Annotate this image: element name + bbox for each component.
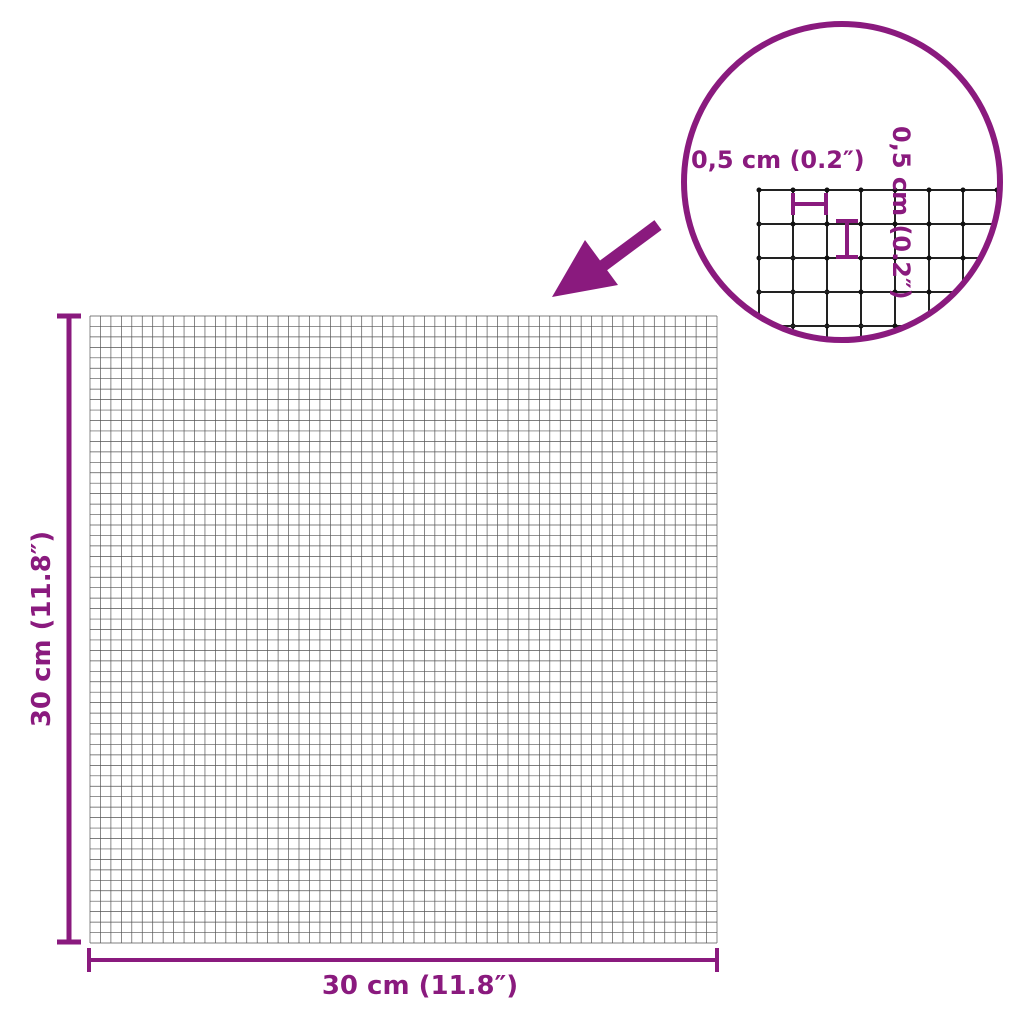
mesh-spacing-markers <box>791 193 858 259</box>
detail-weld-point <box>927 426 932 431</box>
detail-mesh-closeup <box>756 187 1000 431</box>
mesh-width-label: 0,5 cm (0.2″) <box>691 146 865 174</box>
detail-weld-point <box>995 426 1000 431</box>
detail-weld-point <box>790 187 796 193</box>
detail-weld-point <box>961 392 966 397</box>
detail-weld-point <box>858 221 864 227</box>
detail-weld-point <box>927 392 932 397</box>
height-label: 30 cm (11.8″) <box>27 531 57 727</box>
detail-weld-point <box>995 358 1000 363</box>
detail-weld-point <box>994 289 1000 295</box>
detail-weld-point <box>892 187 898 193</box>
detail-weld-point <box>893 426 898 431</box>
detail-weld-point <box>961 426 966 431</box>
wire-mesh-grid <box>89 315 718 944</box>
detail-weld-point <box>791 426 796 431</box>
detail-weld-point <box>926 255 932 261</box>
detail-weld-point <box>791 358 796 363</box>
detail-weld-point <box>824 221 830 227</box>
mesh-height-label: 0,5 cm (0.2″) <box>887 126 915 300</box>
detail-weld-point <box>858 187 864 193</box>
detail-weld-point <box>790 221 796 227</box>
detail-weld-point <box>960 187 966 193</box>
detail-weld-point <box>892 255 898 261</box>
detail-weld-point <box>756 323 762 329</box>
detail-weld-point <box>859 358 864 363</box>
detail-weld-point <box>994 255 1000 261</box>
detail-weld-point <box>791 392 796 397</box>
arrow-down-left-icon <box>552 220 662 297</box>
detail-weld-point <box>757 426 762 431</box>
detail-weld-point <box>892 221 898 227</box>
detail-weld-point <box>858 255 864 261</box>
detail-weld-point <box>825 392 830 397</box>
detail-weld-point <box>824 255 830 261</box>
detail-weld-point <box>960 255 966 261</box>
detail-weld-point <box>757 358 762 363</box>
detail-weld-point <box>960 221 966 227</box>
detail-weld-point <box>825 426 830 431</box>
detail-weld-point <box>960 289 966 295</box>
detail-weld-point <box>757 392 762 397</box>
detail-weld-point <box>926 221 932 227</box>
detail-weld-point <box>926 289 932 295</box>
detail-weld-point <box>892 289 898 295</box>
detail-weld-point <box>926 187 932 193</box>
detail-weld-point <box>995 392 1000 397</box>
detail-weld-point <box>994 323 1000 329</box>
detail-weld-point <box>893 358 898 363</box>
detail-weld-point <box>859 392 864 397</box>
detail-weld-point <box>824 187 830 193</box>
width-dimension-line <box>87 948 719 972</box>
detail-weld-point <box>756 187 762 193</box>
width-label: 30 cm (11.8″) <box>322 971 518 1001</box>
detail-weld-point <box>859 426 864 431</box>
detail-weld-point <box>893 392 898 397</box>
detail-weld-point <box>960 323 966 329</box>
detail-weld-point <box>927 358 932 363</box>
detail-weld-point <box>926 323 932 329</box>
detail-weld-point <box>961 358 966 363</box>
detail-magnifier-circle <box>681 21 1003 343</box>
detail-weld-point <box>825 358 830 363</box>
detail-weld-point <box>858 289 864 295</box>
height-dimension-line <box>57 313 81 945</box>
